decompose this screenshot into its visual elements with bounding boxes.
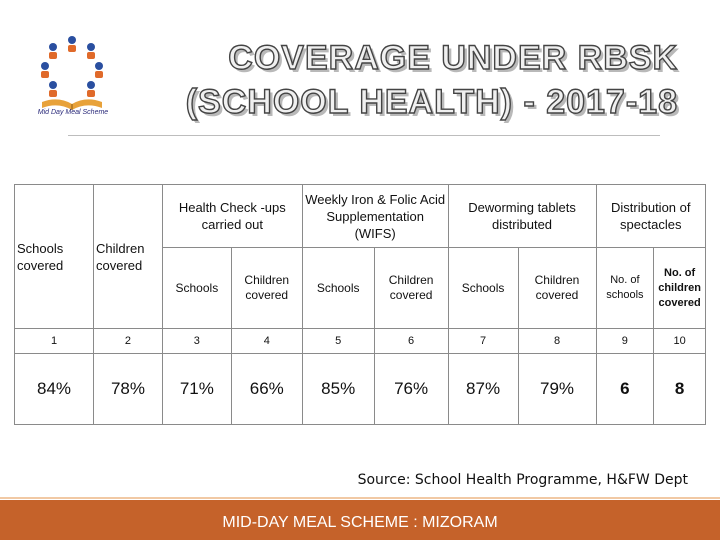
- mid-day-meal-logo: [41, 36, 103, 110]
- title-line-2: (SCHOOL HEALTH) - 2017-18: [185, 82, 678, 121]
- logo-caption: Mid Day Meal Scheme: [37, 109, 109, 116]
- sub-header-row: Schools Children covered Schools Childre…: [15, 247, 706, 329]
- sub-header-wifs-children: Children covered: [373, 247, 449, 329]
- footer-bar: MID-DAY MEAL SCHEME : MIZORAM: [0, 500, 720, 540]
- column-index-row: 1 2 3 4 5 6 7 8 9 10: [13, 328, 706, 354]
- value-cell: 79%: [517, 353, 597, 425]
- value-cell: 71%: [161, 353, 232, 425]
- page-title: COVERAGE UNDER RBSK (SCHOOL HEALTH) - 20…: [185, 36, 678, 124]
- index-cell: 2: [93, 328, 163, 354]
- header-spectacles: Distribution of spectacles: [595, 184, 706, 248]
- header-deworming: Deworming tablets distributed: [447, 184, 597, 248]
- sub-header-spec-children: No. of children covered: [653, 247, 706, 329]
- values-row: 84% 78% 71% 66% 85% 76% 87% 79% 6 8: [13, 353, 706, 425]
- index-cell: 7: [447, 328, 519, 354]
- value-cell: 78%: [93, 353, 163, 425]
- sub-header-health-schools: Schools: [161, 247, 232, 329]
- value-cell: 87%: [447, 353, 519, 425]
- header-schools-covered: Schools covered: [13, 184, 95, 329]
- open-book-icon: [42, 99, 102, 110]
- index-cell: 8: [517, 328, 597, 354]
- index-cell: 6: [373, 328, 449, 354]
- value-cell: 66%: [230, 353, 303, 425]
- index-cell: 4: [230, 328, 303, 354]
- sub-header-deworm-schools: Schools: [447, 247, 519, 329]
- header-health-check: Health Check -ups carried out: [161, 184, 303, 248]
- header-wifs: Weekly Iron & Folic Acid Supplementation…: [301, 184, 449, 248]
- value-cell: 85%: [301, 353, 375, 425]
- sub-header-health-children: Children covered: [230, 247, 303, 329]
- sub-header-wifs-schools: Schools: [301, 247, 375, 329]
- header-children-covered: Children covered: [93, 184, 163, 329]
- sub-header-spec-schools: No. of schools: [595, 247, 655, 329]
- title-divider: [68, 135, 660, 136]
- children-circle-icon: [41, 36, 103, 97]
- source-note: Source: School Health Programme, H&FW De…: [357, 472, 688, 488]
- value-cell: 76%: [373, 353, 449, 425]
- index-cell: 10: [653, 328, 706, 354]
- index-cell: 3: [161, 328, 232, 354]
- footer-divider: [0, 497, 720, 499]
- coverage-table: Schools covered Children covered Health …: [13, 184, 706, 425]
- index-cell: 5: [301, 328, 375, 354]
- group-header-row: Schools covered Children covered Health …: [13, 184, 706, 329]
- sub-header-deworm-children: Children covered: [517, 247, 597, 329]
- title-line-1: COVERAGE UNDER RBSK: [228, 38, 678, 77]
- index-cell: 9: [595, 328, 655, 354]
- value-cell: 6: [595, 353, 655, 425]
- value-cell: 84%: [13, 353, 95, 425]
- value-cell: 8: [653, 353, 706, 425]
- index-cell: 1: [13, 328, 95, 354]
